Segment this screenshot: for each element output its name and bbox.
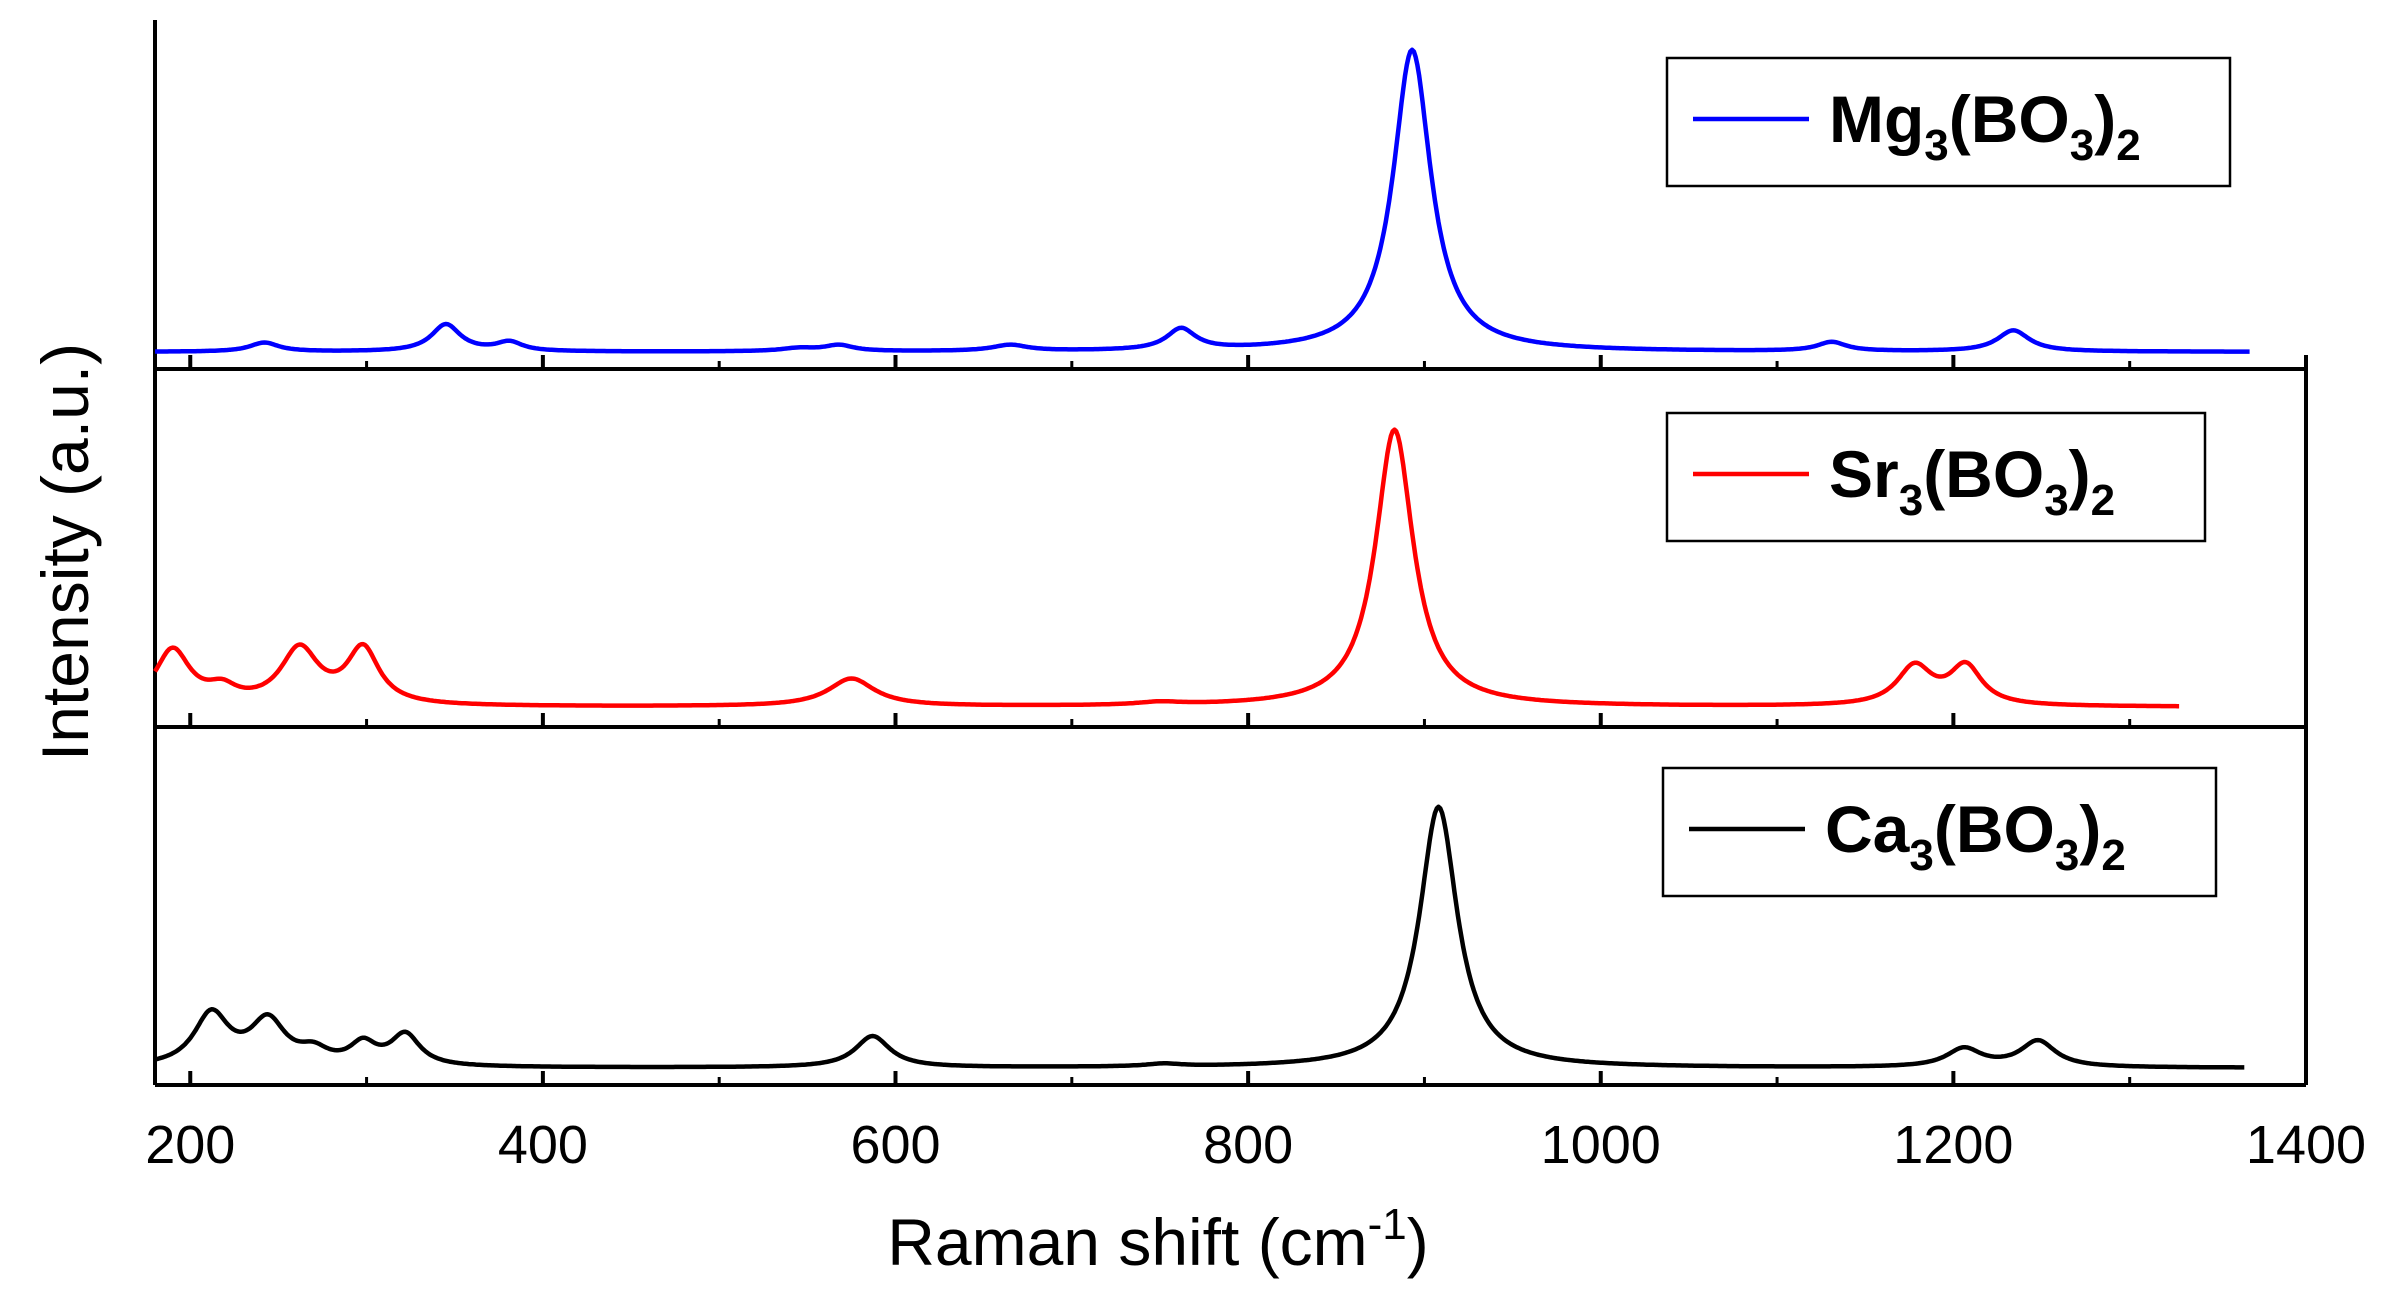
legend-label: Ca3(BO3)2 [1825,792,2126,880]
legend-Ca3(BO3)2: Ca3(BO3)2 [1661,766,2218,898]
spectrum-line-Sr3(BO3)2 [153,427,2180,709]
x-tick-label: 1000 [1541,1115,1661,1175]
x-tick-labels: 200 400 600 800 1000 1200 1400 [145,1115,2366,1175]
legend-label: Mg3(BO3)2 [1829,82,2141,170]
x-tick-label: 1400 [2246,1115,2366,1175]
x-axis-title: Raman shift (cm-1) [887,1200,1429,1279]
legend-box [1665,56,2232,188]
legends: Mg3(BO3)2 Sr3(BO3)2 Ca3(BO3)2 [1661,56,2232,898]
x-tick-label: 1200 [1893,1115,2013,1175]
plot-frame [153,20,2308,1087]
x-tick-label: 400 [498,1115,588,1175]
x-tick-label: 800 [1203,1115,1293,1175]
spectrum-line-Mg3(BO3)2 [154,47,2251,354]
spectra [153,47,2251,1070]
tick-marks [188,355,2308,1085]
x-tick-label: 600 [850,1115,940,1175]
legend-box [1661,766,2218,898]
spectrum-line-Ca3(BO3)2 [154,804,2245,1070]
y-axis-title: Intensity (a.u.) [28,343,102,761]
legend-Mg3(BO3)2: Mg3(BO3)2 [1665,56,2232,188]
legend-box [1665,411,2207,543]
legend-Sr3(BO3)2: Sr3(BO3)2 [1665,411,2207,543]
legend-label: Sr3(BO3)2 [1829,437,2115,525]
x-tick-label: 200 [145,1115,235,1175]
